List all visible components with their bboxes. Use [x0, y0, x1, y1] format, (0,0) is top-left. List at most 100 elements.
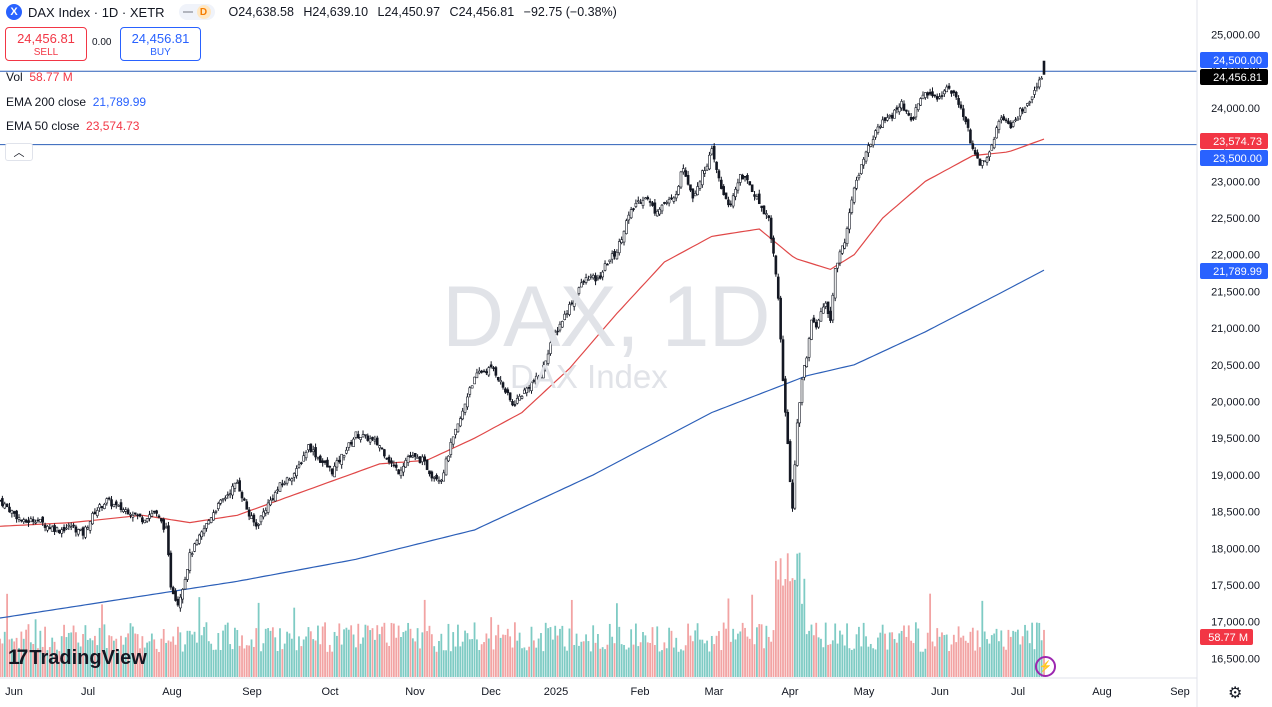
- volume-bar: [84, 625, 87, 677]
- candle-body: [36, 519, 40, 522]
- candle-body: [663, 202, 666, 204]
- volume-bar: [345, 627, 348, 677]
- candle-body: [814, 322, 818, 328]
- gear-icon[interactable]: ⚙: [1228, 685, 1243, 702]
- candle-body: [722, 186, 725, 195]
- candle-body: [883, 117, 887, 121]
- candle-body: [451, 436, 455, 445]
- candle-body: [411, 455, 415, 458]
- volume-bar: [694, 630, 697, 677]
- price-tag: 23,574.73: [1213, 136, 1262, 148]
- candle-body: [214, 511, 218, 513]
- price-axis-tick: 22,500.00: [1211, 213, 1260, 225]
- sell-button[interactable]: 24,456.81 SELL: [5, 27, 87, 61]
- candle-body: [530, 381, 533, 392]
- interval-pill[interactable]: D: [178, 4, 215, 20]
- candle-body: [864, 151, 868, 162]
- volume-bar: [580, 641, 583, 677]
- volume-bar: [1005, 649, 1007, 677]
- candle-body: [1033, 90, 1036, 95]
- candle-body: [262, 511, 265, 518]
- volume-bar: [191, 634, 194, 677]
- candle-body: [755, 196, 759, 200]
- volume-bar: [281, 649, 284, 677]
- volume-bar: [75, 632, 77, 677]
- candle-body: [812, 317, 816, 323]
- candle-body: [627, 214, 631, 221]
- volume-bar: [917, 628, 920, 677]
- candle-body: [648, 201, 652, 203]
- volume-bar: [627, 647, 630, 677]
- candle-body: [122, 509, 125, 512]
- volume-bar: [929, 593, 932, 677]
- volume-bar: [1019, 644, 1022, 677]
- candle-body: [459, 418, 462, 427]
- symbol-title[interactable]: DAX Index · 1D · XETR: [28, 4, 165, 20]
- volume-bar: [649, 642, 652, 677]
- legend-ema50[interactable]: EMA 50 close 23,574.73: [6, 119, 140, 133]
- candle-body: [489, 364, 493, 368]
- volume-bar: [423, 599, 426, 677]
- volume-bar: [127, 633, 130, 677]
- volume-bar: [815, 622, 818, 677]
- volume-bar: [392, 623, 395, 677]
- volume-bar: [369, 630, 372, 677]
- volume-bar: [212, 649, 215, 677]
- volume-bar: [729, 641, 732, 677]
- volume-bar: [860, 646, 863, 677]
- candle-body: [216, 503, 220, 509]
- candle-body: [817, 319, 820, 328]
- volume-bar: [1024, 624, 1026, 677]
- tradingview-logo[interactable]: 17 TradingView: [8, 646, 147, 670]
- volume-bar: [41, 646, 44, 677]
- candle-body: [772, 237, 775, 254]
- candle-body: [568, 304, 571, 315]
- price-tag: 24,456.81: [1213, 72, 1262, 84]
- price-tag-bg: [1200, 133, 1268, 149]
- spread-value: 0.00: [92, 37, 112, 48]
- volume-bar: [449, 651, 452, 677]
- candle-body: [625, 220, 628, 234]
- candle-body: [496, 377, 500, 381]
- volume-bar: [219, 650, 222, 677]
- volume-bar: [262, 643, 265, 677]
- volume-bar: [506, 628, 509, 677]
- volume-bar: [70, 632, 73, 677]
- volume-bar: [51, 637, 54, 677]
- volume-bar: [639, 642, 642, 677]
- candle-body: [727, 199, 730, 206]
- volume-bar: [499, 637, 502, 677]
- volume-bar: [829, 644, 832, 677]
- volume-bar: [865, 636, 867, 677]
- candle-body: [179, 596, 182, 609]
- candle-body: [297, 464, 301, 468]
- lightning-icon[interactable]: ⚡: [1035, 656, 1056, 677]
- candles: [0, 60, 1046, 612]
- volume-bar: [198, 597, 201, 677]
- candle-body: [430, 471, 434, 479]
- collapse-legend-button[interactable]: ︿: [5, 143, 33, 161]
- candle-body: [212, 512, 215, 521]
- candle-body: [88, 521, 92, 531]
- volume-bar: [843, 645, 846, 677]
- volume-bar: [684, 645, 687, 677]
- candle-body: [167, 525, 170, 556]
- volume-bar: [988, 643, 991, 677]
- legend-volume[interactable]: Vol 58.77 M: [6, 70, 73, 84]
- candle-body: [900, 101, 903, 109]
- time-axis-label: Mar: [705, 686, 724, 698]
- candle-body: [582, 280, 585, 283]
- volume-bar: [1, 643, 4, 677]
- volume-bar: [86, 639, 89, 677]
- legend-ema200[interactable]: EMA 200 close 21,789.99: [6, 95, 147, 109]
- buy-button[interactable]: 24,456.81 BUY: [120, 27, 201, 61]
- time-axis-label: Aug: [162, 686, 182, 698]
- candle-body: [710, 148, 714, 155]
- volume-bar: [898, 633, 901, 677]
- volume-bar: [205, 622, 208, 677]
- price-tag: 24,500.00: [1213, 55, 1262, 67]
- candle-body: [456, 423, 460, 433]
- volume-bar: [366, 625, 369, 677]
- volume-bar: [269, 630, 272, 677]
